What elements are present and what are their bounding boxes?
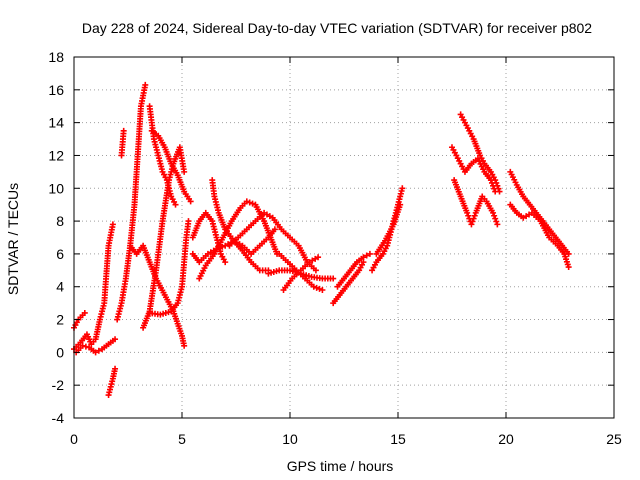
data-point [172, 201, 179, 208]
data-point [120, 127, 127, 134]
data-point [185, 218, 192, 225]
y-tick-label: -4 [52, 410, 65, 426]
y-tick-label: 12 [48, 147, 64, 163]
data-point [490, 209, 497, 216]
data-point [493, 218, 500, 225]
series-arc-16 [226, 209, 319, 274]
x-tick-label: 10 [282, 431, 298, 447]
plot-frame [73, 56, 615, 419]
x-tick-label: 25 [606, 431, 622, 447]
data-point [492, 215, 499, 222]
series-arc-12 [189, 209, 229, 266]
data-point [316, 285, 323, 292]
data-point [181, 168, 188, 175]
data-point [565, 264, 572, 271]
data-point [142, 81, 149, 88]
data-points [71, 81, 572, 399]
series-arc-11 [146, 218, 192, 318]
data-point [112, 365, 119, 372]
y-tick-label: -2 [52, 377, 65, 393]
series-arc-19 [276, 250, 326, 294]
x-axis-label: GPS time / hours [287, 458, 394, 474]
data-point [399, 185, 406, 192]
data-point [470, 215, 477, 222]
data-point [271, 226, 278, 233]
y-tick-label: 6 [56, 246, 64, 262]
series-arc-07 [127, 242, 188, 349]
data-point [109, 221, 116, 228]
x-tick-label: 20 [498, 431, 514, 447]
y-tick-label: 16 [48, 82, 64, 98]
data-point [464, 209, 471, 216]
data-point [494, 182, 501, 189]
data-point [491, 212, 498, 219]
series-arc-18 [280, 254, 322, 294]
y-tick-label: 2 [56, 312, 64, 328]
series-arc-15 [209, 177, 272, 274]
x-tick-label: 0 [70, 431, 78, 447]
data-point [496, 188, 503, 195]
data-point [319, 287, 326, 294]
data-point [187, 198, 194, 205]
y-tick-label: 18 [48, 49, 64, 65]
data-point [360, 254, 367, 261]
y-tick-label: 8 [56, 213, 64, 229]
data-point [465, 212, 472, 219]
y-tick-label: 14 [48, 115, 64, 131]
data-point [249, 200, 256, 207]
x-tick-label: 15 [390, 431, 406, 447]
y-tick-label: 10 [48, 180, 64, 196]
data-point [397, 201, 404, 208]
data-point [243, 198, 250, 205]
series-arc-10 [148, 127, 194, 205]
data-point [494, 221, 501, 228]
data-point [469, 218, 476, 225]
data-point [312, 267, 319, 274]
data-point [468, 221, 475, 228]
data-point [81, 309, 88, 316]
series-arc-06 [114, 81, 149, 323]
data-point [313, 284, 320, 291]
data-point [495, 185, 502, 192]
x-tick-label: 5 [178, 431, 186, 447]
x-tick-labels: 0 5 10 15 20 25 [70, 431, 622, 447]
axis-ticks [73, 56, 615, 419]
y-tick-labels: -4 -2 0 2 4 6 8 10 12 14 16 18 [48, 49, 64, 426]
data-point [471, 212, 478, 219]
grid-lines [74, 57, 614, 418]
data-point [493, 179, 500, 186]
series-arc-26 [451, 177, 501, 228]
series-arc-20 [330, 259, 367, 307]
data-point [246, 199, 253, 206]
data-point [310, 283, 317, 290]
data-point [92, 349, 99, 356]
series-arc-25 [457, 111, 503, 195]
series-arc-04 [105, 365, 119, 399]
series-arc-02 [71, 221, 116, 353]
data-point [112, 336, 119, 343]
data-point [95, 347, 102, 354]
chart-title: Day 228 of 2024, Sidereal Day-to-day VTE… [82, 20, 592, 36]
series-arc-21 [334, 250, 373, 290]
data-point [222, 259, 229, 266]
data-point [366, 250, 373, 257]
data-point [315, 254, 322, 261]
data-point [79, 342, 86, 349]
data-point [181, 342, 188, 349]
data-point [363, 252, 370, 259]
series-arc-13 [189, 226, 278, 266]
series-arc-23 [373, 201, 404, 257]
y-tick-label: 0 [56, 344, 64, 360]
series-arc-05 [118, 127, 127, 159]
data-point [330, 275, 337, 282]
series-arc-22 [369, 185, 406, 274]
y-axis-label: SDTVAR / TECUs [5, 183, 21, 295]
series-arc-08 [140, 144, 188, 331]
data-point [82, 343, 89, 350]
series-arc-28 [507, 201, 572, 271]
series-arc-09 [146, 103, 179, 208]
data-point [492, 177, 499, 184]
y-tick-label: 4 [56, 279, 64, 295]
